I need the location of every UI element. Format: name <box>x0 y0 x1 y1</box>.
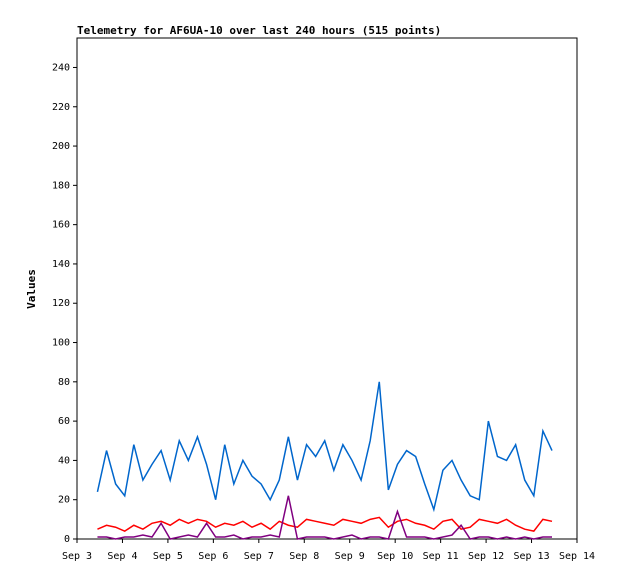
y-tick-label: 80 <box>58 377 70 388</box>
y-tick-label: 160 <box>52 220 70 231</box>
y-tick-label: 240 <box>52 62 70 73</box>
line-series <box>97 495 552 540</box>
x-tick-label: Sep 12 <box>468 551 504 562</box>
line-series <box>97 516 553 532</box>
y-tick-label: 140 <box>52 259 70 270</box>
y-tick-label: 180 <box>52 180 70 191</box>
plot-frame <box>76 37 578 540</box>
y-axis-label: Values <box>25 269 38 309</box>
y-tick-label: 0 <box>64 534 70 545</box>
x-tick-label: Sep 10 <box>377 551 413 562</box>
y-tick-label: 40 <box>58 455 70 466</box>
x-tick-label: Sep 6 <box>198 551 228 562</box>
x-tick-label: Sep 14 <box>559 551 595 562</box>
x-tick-label: Sep 3 <box>62 551 92 562</box>
y-tick-label: 200 <box>52 141 70 152</box>
x-tick-label: Sep 11 <box>423 551 459 562</box>
chart-title: Telemetry for AF6UA-10 over last 240 hou… <box>77 24 441 37</box>
y-tick-label: 220 <box>52 102 70 113</box>
x-tick-label: Sep 13 <box>513 551 549 562</box>
x-tick-label: Sep 9 <box>335 551 365 562</box>
line-series <box>96 381 553 513</box>
x-tick-label: Sep 5 <box>153 551 183 562</box>
x-tick-label: Sep 7 <box>244 551 274 562</box>
x-tick-label: Sep 4 <box>107 551 137 562</box>
y-tick-label: 60 <box>58 416 70 427</box>
y-tick-label: 120 <box>52 298 70 309</box>
y-tick-label: 20 <box>58 495 70 506</box>
y-tick-label: 100 <box>52 338 70 349</box>
x-tick-label: Sep 8 <box>289 551 319 562</box>
